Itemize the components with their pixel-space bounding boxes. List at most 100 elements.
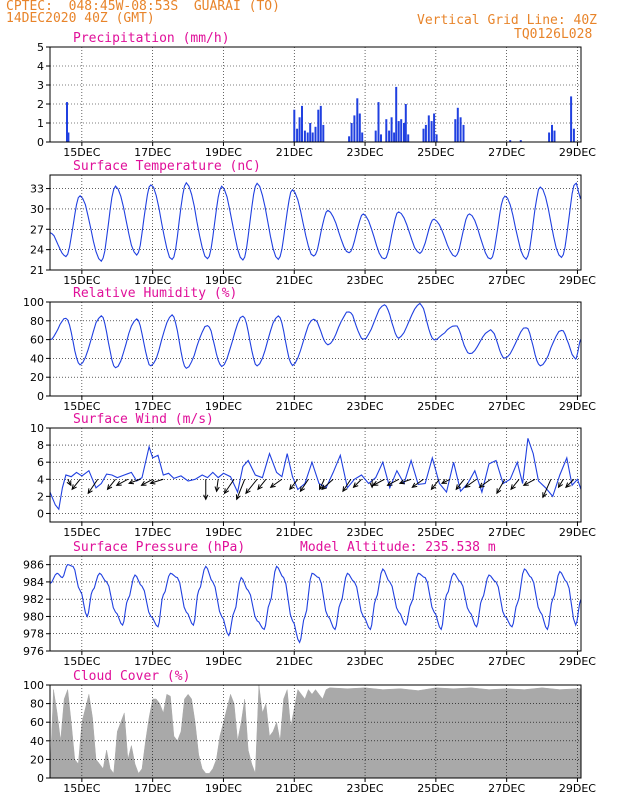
y-tick-label: 976 [23,645,44,658]
panel-title: Surface Temperature (nC) [73,159,261,174]
precip-bar [301,105,303,142]
x-tick-label: 17DEC [134,400,171,413]
y-tick-label: 2 [37,98,44,111]
x-tick-label: 21DEC [276,782,313,795]
x-tick-label: 27DEC [488,782,525,795]
y-tick-label: 33 [30,183,44,196]
x-tick-label: 25DEC [417,782,454,795]
wind-arrow-head [398,479,405,485]
y-tick-label: 0 [37,507,44,520]
precip-bar [403,123,405,142]
wind-arrow-head [455,484,461,491]
header-run-date: 14DEC2020 40Z (GMT) [6,11,155,26]
y-tick-label: 0 [37,772,44,785]
precip-bar [322,124,325,142]
plot-frame [49,46,582,143]
x-tick-label: 15DEC [63,274,100,287]
y-tick-label: 60 [30,334,44,347]
x-tick-label: 23DEC [347,655,384,668]
wind-arrow-head [464,482,471,488]
precip-bar [551,124,553,142]
precip-bar [361,132,364,142]
wind-arrow-head [115,480,122,486]
wind-arrow [71,478,81,490]
x-tick-label: 21DEC [276,655,313,668]
precip-bar [348,136,351,142]
wind-arrow [289,478,299,490]
x-tick-label: 25DEC [417,146,454,159]
header-station: CPTEC: 048:45W-08:53S GUARAI (TO) [6,0,280,14]
plot-area [50,556,581,651]
y-tick-label: 986 [23,559,44,572]
wind-arrow [257,478,267,490]
wind-arrow-head [289,484,295,491]
precip-bar [435,134,438,142]
x-tick-label: 23DEC [347,146,384,159]
wind-arrow [558,479,564,488]
wind-arrow-head [430,484,437,491]
precip-bar [380,134,382,142]
wind-arrow-head [149,479,156,485]
precip-bar [454,119,457,142]
wind-arrow [321,478,334,490]
x-tick-label: 29DEC [559,146,596,159]
x-tick-label: 27DEC [488,274,525,287]
x-tick-label: 25DEC [417,274,454,287]
wind-arrow-head [557,482,563,489]
precip-bar [548,132,551,142]
y-tick-label: 8 [37,439,44,452]
precip-bar [553,130,556,142]
wind-arrow [455,478,465,490]
x-tick-label: 15DEC [63,146,100,159]
wind-arrow [496,479,506,494]
panel-6: 0 20 40 60 80 100 15DEC 17DEC 19DEC 21DEC 23DEC 25D… [23,669,596,795]
series-line [49,181,582,263]
y-tick-label: 24 [30,244,44,257]
precip-bar [388,130,391,142]
precip-bar [509,140,512,142]
precip-bar [397,121,400,142]
y-tick-label: 1 [37,117,44,130]
wind-arrow [107,478,116,490]
wind-arrow-head [565,482,571,489]
y-tick-label: 60 [30,716,44,729]
precip-bar [303,130,306,142]
wind-arrow-head [223,488,230,495]
x-tick-label: 25DEC [417,526,454,539]
y-tick-label: 30 [30,203,44,216]
panel-title: Cloud Cover (%) [73,669,190,684]
x-tick-label: 21DEC [276,400,313,413]
wind-arrow [411,478,424,488]
wind-arrow-head [440,478,448,484]
y-tick-label: 80 [30,315,44,328]
precip-bar [298,117,301,142]
precip-bar [350,123,353,142]
wind-arrow-head [140,480,147,486]
y-tick-label: 4 [37,473,44,486]
wind-arrow-head [214,486,220,493]
x-tick-label: 23DEC [347,782,384,795]
x-tick-label: 23DEC [347,274,384,287]
wind-arrow [353,478,362,488]
precip-bar [353,115,356,142]
wind-arrow [245,478,258,494]
precip-bar [319,105,322,142]
panel-2: 21 24 27 30 33 15DEC 17DEC 19DEC 21DEC 23DEC 25DEC… [30,159,596,287]
plot-frame [49,684,582,779]
wind-arrow [224,478,235,494]
x-tick-label: 17DEC [134,146,171,159]
wind-arrow-head [352,482,359,489]
precip-bar [462,124,465,142]
wind-arrow-head [372,480,379,486]
precip-bar [67,132,70,142]
precip-bar [374,130,377,142]
wind-arrow-head [257,484,263,491]
x-tick-label: 17DEC [134,782,171,795]
wind-arrow-head [235,494,241,501]
cloud-cover-area [49,684,582,779]
wind-arrow [565,478,575,488]
precip-bar [430,121,433,142]
wind-arrow [150,478,164,484]
precip-bar [306,132,309,142]
